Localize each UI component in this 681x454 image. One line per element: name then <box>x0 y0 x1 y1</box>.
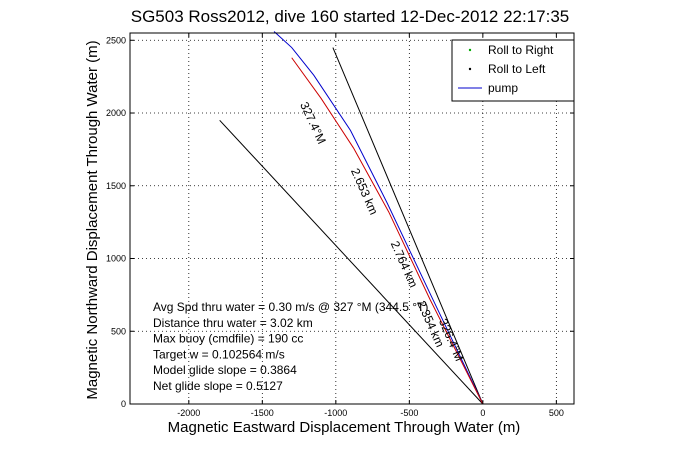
x-tick-label: 0 <box>480 408 485 418</box>
series-line <box>291 57 484 405</box>
chart-title: SG503 Ross2012, dive 160 started 12-Dec-… <box>131 7 570 26</box>
x-tick-label: -1500 <box>251 408 274 418</box>
series-line <box>273 31 484 405</box>
legend-box <box>451 39 575 102</box>
legend-dot-swatch <box>468 48 472 52</box>
x-tick-label: -1000 <box>324 408 347 418</box>
x-axis-label: Magnetic Eastward Displacement Through W… <box>168 419 521 436</box>
x-tick-label: -2000 <box>177 408 200 418</box>
stat-line: Net glide slope = 0.5127 <box>153 379 283 393</box>
y-tick-label: 2000 <box>106 108 126 118</box>
stat-line: Max buoy (cmdfile) = 190 cc <box>153 332 303 346</box>
x-axis-ticks: -2000 -1500 -1000 -500 0 500 <box>177 33 564 418</box>
annotations: Avg Spd thru water = 0.30 m/s @ 327 °M (… <box>153 300 428 393</box>
x-tick-label: -500 <box>400 408 418 418</box>
reference-line <box>332 47 484 405</box>
reference-line <box>219 119 484 405</box>
legend-label: Roll to Left <box>488 62 546 76</box>
stat-line: Avg Spd thru water = 0.30 m/s @ 327 °M (… <box>153 300 428 314</box>
axes-frame <box>129 32 575 405</box>
legend-dot-swatch <box>468 67 472 71</box>
legend-label: Roll to Right <box>488 43 554 57</box>
y-tick-label: 0 <box>121 399 126 409</box>
reference-lines <box>219 47 484 405</box>
y-tick-label: 1000 <box>106 254 126 264</box>
y-tick-label: 500 <box>111 326 126 336</box>
series-lines <box>273 31 484 405</box>
y-axis-label: Magnetic Northward Displacement Through … <box>84 40 101 399</box>
legend-label: pump <box>488 81 518 95</box>
legend: Roll to Right Roll to Left pump <box>451 39 575 102</box>
stat-line: Distance thru water = 3.02 km <box>153 316 313 330</box>
stat-line: Target w = 0.102564 m/s <box>153 347 285 361</box>
y-tick-label: 2500 <box>106 35 126 45</box>
y-axis-ticks: 0 500 1000 1500 2000 2500 <box>106 35 574 409</box>
y-tick-label: 1500 <box>106 181 126 191</box>
stat-line: Model glide slope = 0.3864 <box>153 363 297 377</box>
x-tick-label: 500 <box>549 408 564 418</box>
